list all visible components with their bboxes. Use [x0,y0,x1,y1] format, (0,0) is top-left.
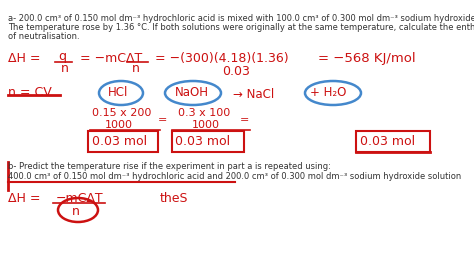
Text: n: n [72,205,80,218]
Text: 1000: 1000 [105,120,133,130]
Text: = −568 KJ/mol: = −568 KJ/mol [318,52,416,65]
Text: 0.03 mol: 0.03 mol [175,135,230,148]
Text: =: = [158,115,167,125]
Text: q: q [58,50,66,63]
Bar [356,131,430,152]
Text: theS: theS [160,192,189,205]
Text: → NaCl: → NaCl [233,88,274,101]
Bar [172,131,244,152]
Text: 0.03 mol: 0.03 mol [92,135,147,148]
Text: a- 200.0 cm³ of 0.150 mol dm⁻³ hydrochloric acid is mixed with 100.0 cm³ of 0.30: a- 200.0 cm³ of 0.150 mol dm⁻³ hydrochlo… [8,14,474,23]
Text: = −mCΔT: = −mCΔT [80,52,142,65]
Text: ΔH =: ΔH = [8,52,40,65]
Text: + H₂O: + H₂O [310,86,346,99]
Text: NaOH: NaOH [175,86,209,99]
Text: 0.03: 0.03 [222,65,250,78]
Text: The temperature rose by 1.36 °C. If both solutions were originally at the same t: The temperature rose by 1.36 °C. If both… [8,23,474,32]
Text: HCl: HCl [108,86,128,99]
Bar [88,131,158,152]
Text: n = CV: n = CV [8,86,52,99]
Text: b- Predict the temperature rise if the experiment in part a is repeated using:: b- Predict the temperature rise if the e… [8,162,331,171]
Text: −mCΔT: −mCΔT [56,192,104,205]
Text: of neutralisation.: of neutralisation. [8,32,80,41]
Text: = −(300)(4.18)(1.36): = −(300)(4.18)(1.36) [155,52,289,65]
Text: n: n [61,62,69,75]
Text: 0.3 x 100: 0.3 x 100 [178,108,230,118]
Text: 0.03 mol: 0.03 mol [360,135,415,148]
Text: ΔH =: ΔH = [8,192,40,205]
Text: 400.0 cm³ of 0.150 mol dm⁻³ hydrochloric acid and 200.0 cm³ of 0.300 mol dm⁻³ so: 400.0 cm³ of 0.150 mol dm⁻³ hydrochloric… [8,172,461,181]
Text: 1000: 1000 [192,120,220,130]
Text: n: n [132,62,140,75]
Text: 0.15 x 200: 0.15 x 200 [92,108,151,118]
Text: =: = [240,115,249,125]
